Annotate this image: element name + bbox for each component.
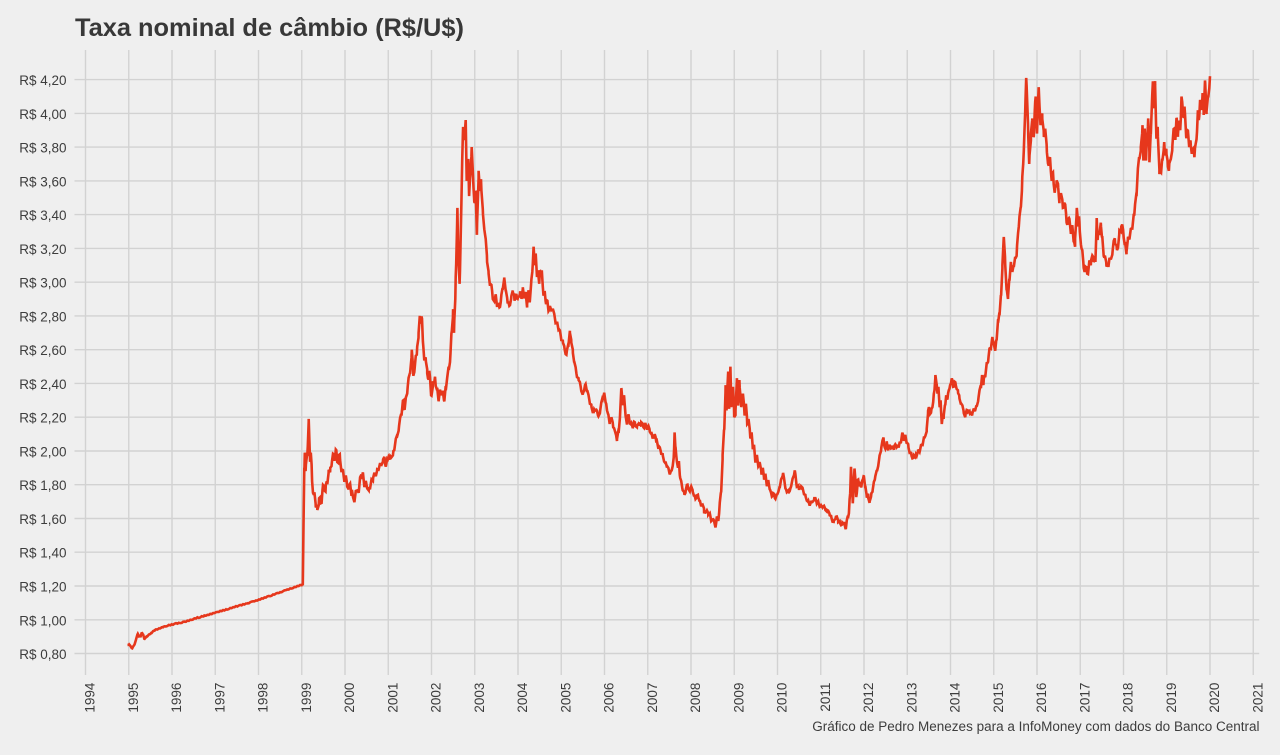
svg-text:1995: 1995 [126, 683, 141, 713]
svg-text:1997: 1997 [212, 683, 227, 713]
svg-text:Taxa nominal de câmbio (R$/U$): Taxa nominal de câmbio (R$/U$) [75, 14, 464, 42]
svg-text:R$ 1,40: R$ 1,40 [19, 546, 66, 561]
svg-text:2016: 2016 [1034, 683, 1049, 713]
svg-text:R$ 1,60: R$ 1,60 [19, 512, 66, 527]
svg-text:R$ 1,20: R$ 1,20 [19, 580, 66, 595]
svg-text:R$ 0,80: R$ 0,80 [19, 647, 66, 662]
svg-text:2021: 2021 [1250, 683, 1265, 713]
svg-text:2005: 2005 [558, 683, 573, 713]
svg-text:2008: 2008 [688, 683, 703, 713]
svg-text:2019: 2019 [1164, 683, 1179, 713]
svg-text:R$ 3,20: R$ 3,20 [19, 242, 66, 257]
svg-text:R$ 2,40: R$ 2,40 [19, 377, 66, 392]
svg-text:2007: 2007 [645, 683, 660, 713]
svg-text:R$ 3,80: R$ 3,80 [19, 141, 66, 156]
svg-text:2000: 2000 [342, 683, 357, 713]
svg-text:R$ 2,80: R$ 2,80 [19, 309, 66, 324]
svg-text:1994: 1994 [83, 682, 98, 713]
svg-text:R$ 3,60: R$ 3,60 [19, 174, 66, 189]
svg-text:2002: 2002 [429, 683, 444, 713]
svg-text:R$ 4,20: R$ 4,20 [19, 73, 66, 88]
svg-text:2018: 2018 [1121, 683, 1136, 713]
svg-text:R$ 4,00: R$ 4,00 [19, 107, 66, 122]
svg-text:1999: 1999 [299, 683, 314, 713]
svg-text:1996: 1996 [169, 683, 184, 713]
svg-text:2001: 2001 [385, 683, 400, 713]
svg-text:2017: 2017 [1077, 683, 1092, 713]
svg-text:2011: 2011 [818, 683, 833, 712]
svg-text:2012: 2012 [861, 683, 876, 713]
svg-text:1998: 1998 [256, 683, 271, 713]
svg-text:2004: 2004 [515, 682, 530, 713]
svg-text:2006: 2006 [602, 683, 617, 713]
svg-text:R$ 3,40: R$ 3,40 [19, 208, 66, 223]
svg-text:R$ 1,00: R$ 1,00 [19, 613, 66, 628]
svg-text:2003: 2003 [472, 683, 487, 713]
svg-text:R$ 2,60: R$ 2,60 [19, 343, 66, 358]
svg-text:2014: 2014 [948, 682, 963, 713]
svg-text:2015: 2015 [991, 683, 1006, 713]
svg-text:R$ 2,00: R$ 2,00 [19, 445, 66, 460]
svg-text:Gráfico de Pedro Menezes para: Gráfico de Pedro Menezes para a InfoMone… [812, 719, 1259, 734]
svg-text:2013: 2013 [904, 683, 919, 713]
svg-text:2010: 2010 [775, 683, 790, 713]
svg-text:2020: 2020 [1207, 683, 1222, 713]
svg-text:R$ 2,20: R$ 2,20 [19, 411, 66, 426]
svg-text:R$ 1,80: R$ 1,80 [19, 478, 66, 493]
svg-text:R$ 3,00: R$ 3,00 [19, 276, 66, 291]
svg-text:2009: 2009 [731, 683, 746, 713]
